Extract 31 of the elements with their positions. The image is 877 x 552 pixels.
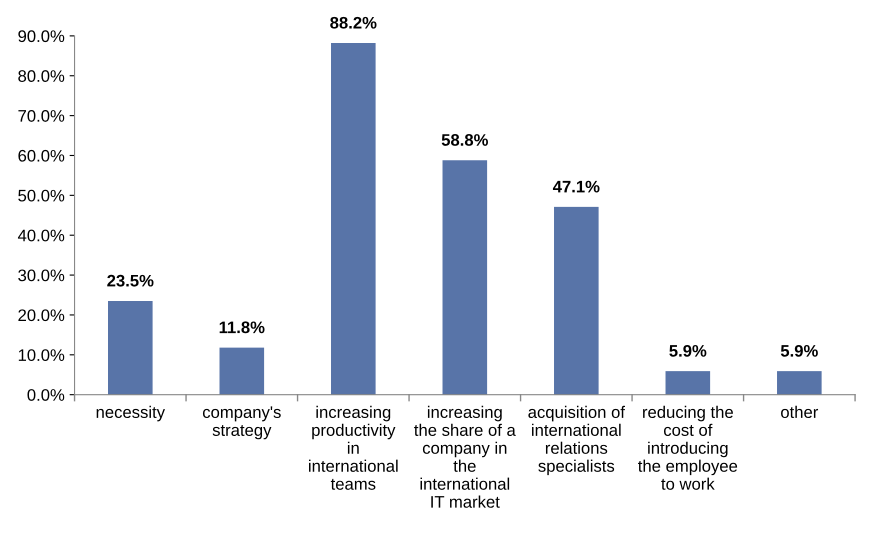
data-label: 5.9% — [780, 344, 818, 357]
x-tick-label: other — [781, 406, 818, 418]
y-tick-label: 50.0% — [18, 190, 64, 202]
y-tick-label: 10.0% — [18, 349, 64, 362]
x-tick-label: reducing the cost of introducing the employee to work — [638, 406, 738, 490]
y-tick-label: 70.0% — [18, 110, 64, 122]
bar — [442, 160, 488, 395]
data-label: 5.9% — [669, 344, 706, 357]
data-label: 47.1% — [552, 180, 600, 192]
x-tick-label: increasing productivity in international teams — [309, 406, 398, 490]
bar — [666, 371, 710, 395]
y-tick-label: 20.0% — [18, 309, 64, 322]
x-tick-label: increasing the share of a company in the international IT market — [414, 406, 516, 508]
y-tick-label: 40.0% — [18, 230, 64, 242]
x-tick-label: acquisition of international relations specialists — [528, 406, 625, 476]
y-tick-label: 90.0% — [18, 30, 64, 42]
y-tick-label: 60.0% — [18, 150, 64, 162]
y-tick-label: 80.0% — [18, 70, 64, 82]
data-label: 88.2% — [330, 16, 376, 29]
data-label: 23.5% — [107, 274, 154, 287]
bar — [108, 300, 153, 395]
bar — [331, 43, 376, 395]
x-tick-label: necessity — [96, 406, 166, 422]
bar — [777, 371, 822, 395]
x-tick-label: company's strategy — [202, 406, 281, 440]
y-tick-label: 0.0% — [27, 389, 64, 401]
y-tick-label: 30.0% — [18, 269, 64, 282]
data-label: 11.8% — [220, 321, 265, 334]
data-label: 58.8% — [442, 134, 488, 146]
bar — [554, 206, 599, 395]
bar — [220, 348, 264, 395]
